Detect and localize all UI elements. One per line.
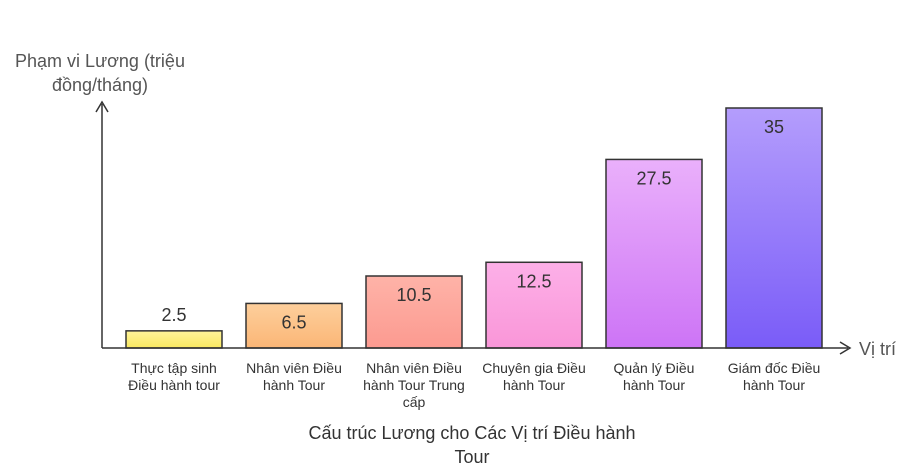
value-label-6: 35 bbox=[764, 117, 784, 137]
y-axis-label-line-1: Phạm vi Lương (triệu bbox=[15, 51, 185, 71]
category-label-1-line-1: Thực tập sinh bbox=[131, 360, 217, 376]
value-label-1: 2.5 bbox=[161, 305, 186, 325]
chart-title-line-2: Tour bbox=[454, 447, 489, 467]
category-label-5-line-1: Quản lý Điều bbox=[614, 360, 695, 376]
category-label-5-line-2: hành Tour bbox=[623, 377, 685, 393]
value-label-4: 12.5 bbox=[516, 271, 551, 291]
category-label-3-line-2: hành Tour Trung bbox=[363, 377, 465, 393]
bar-3 bbox=[365, 275, 463, 349]
category-label-3-line-3: cấp bbox=[403, 394, 426, 410]
category-label-4-line-1: Chuyên gia Điều bbox=[482, 360, 586, 376]
category-label-4-line-2: hành Tour bbox=[503, 377, 565, 393]
x-axis-label: Vị trí bbox=[859, 339, 896, 359]
bar-5 bbox=[605, 158, 703, 349]
category-label-2-line-2: hành Tour bbox=[263, 377, 325, 393]
category-label-1-line-2: Điều hành tour bbox=[128, 377, 220, 393]
bars-group: 2.5 6.5 10.5 12.5 27.5 35 bbox=[125, 107, 823, 349]
bar-4 bbox=[485, 261, 583, 349]
category-label-6-line-1: Giám đốc Điều bbox=[728, 360, 821, 376]
category-label-3-line-1: Nhân viên Điều bbox=[366, 360, 462, 376]
y-axis-label-line-2: đồng/tháng) bbox=[52, 75, 148, 95]
bar-6 bbox=[725, 107, 823, 349]
value-label-5: 27.5 bbox=[636, 168, 671, 188]
y-axis-arrow-icon bbox=[95, 100, 109, 113]
bar-1 bbox=[125, 330, 223, 349]
chart-title-line-1: Cấu trúc Lương cho Các Vị trí Điều hành bbox=[308, 423, 635, 443]
category-label-2-line-1: Nhân viên Điều bbox=[246, 360, 342, 376]
category-label-6-line-2: hành Tour bbox=[743, 377, 805, 393]
value-label-2: 6.5 bbox=[281, 312, 306, 332]
bar-2 bbox=[245, 302, 343, 349]
value-label-3: 10.5 bbox=[396, 285, 431, 305]
x-axis-arrow-icon bbox=[839, 341, 852, 355]
